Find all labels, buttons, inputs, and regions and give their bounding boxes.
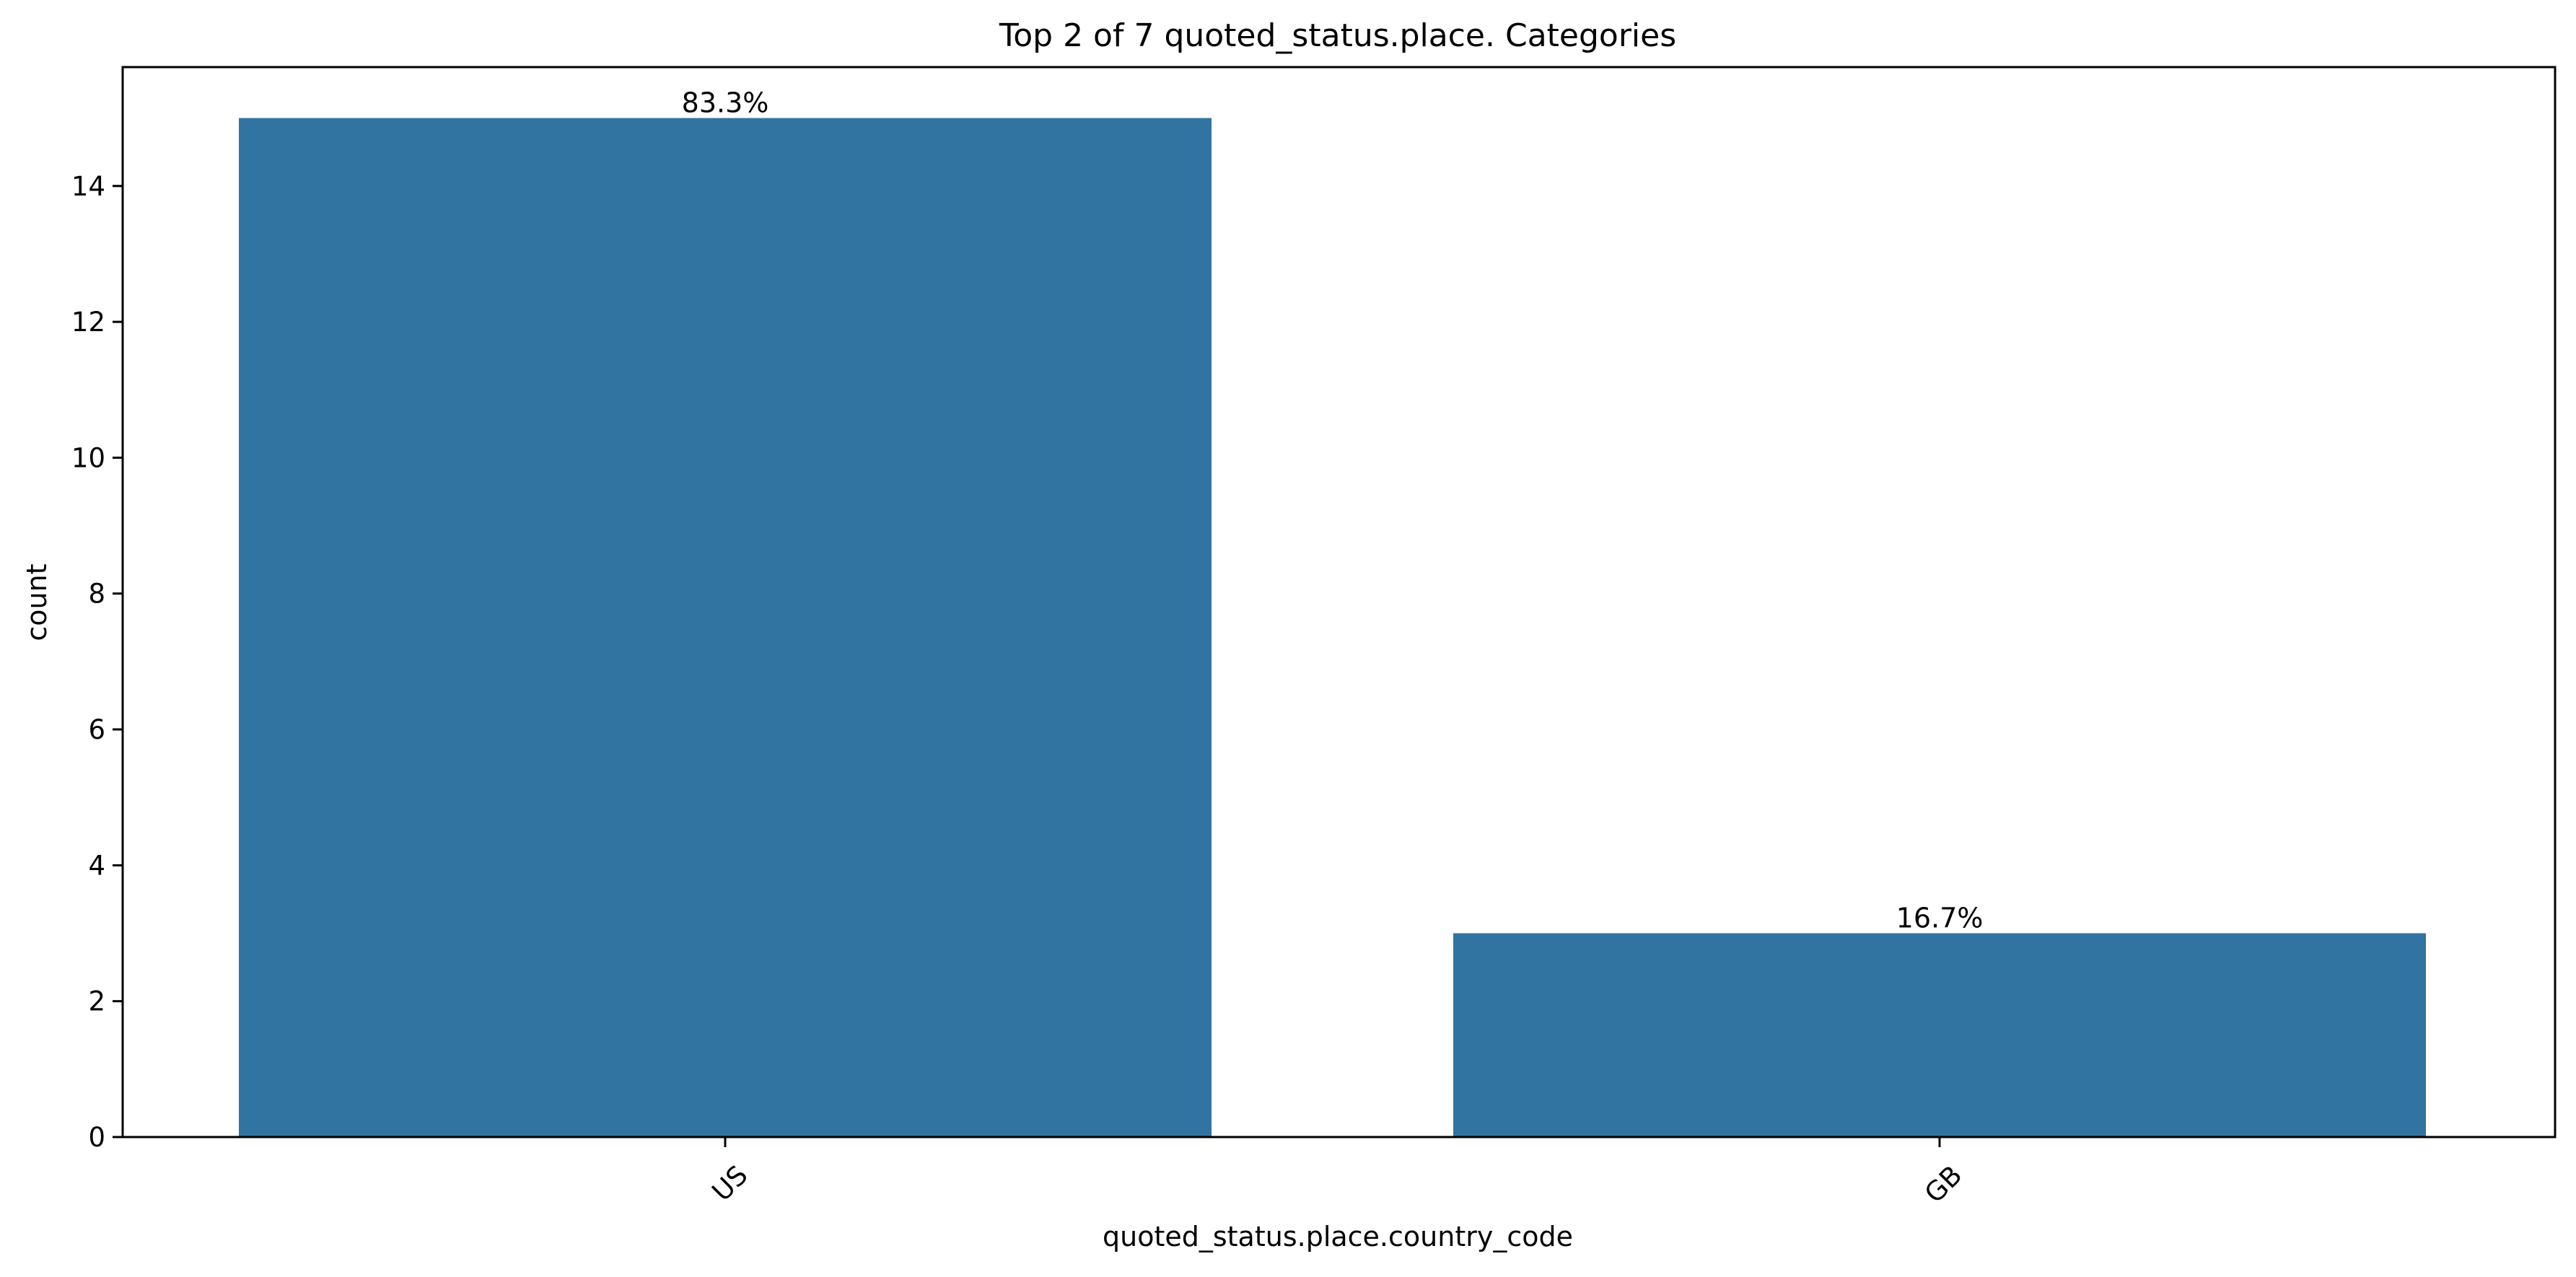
y-tick-label: 0 bbox=[88, 1122, 105, 1153]
y-axis-label: count bbox=[21, 563, 53, 641]
y-tick-label: 2 bbox=[88, 986, 105, 1017]
y-tick-label: 4 bbox=[88, 850, 105, 881]
plot-frame bbox=[121, 66, 2557, 1138]
y-tick-label: 6 bbox=[88, 714, 105, 745]
data-labels-group: 83.3% 16.7% bbox=[682, 87, 1984, 934]
bar-gb bbox=[1453, 933, 2426, 1137]
y-tick-label: 8 bbox=[88, 579, 105, 610]
y-axis: 0 2 4 6 8 10 12 14 bbox=[71, 171, 123, 1153]
x-axis-label: quoted_status.place.country_code bbox=[1103, 1221, 1573, 1252]
bar-us bbox=[239, 118, 1212, 1138]
y-tick-label: 14 bbox=[71, 171, 105, 202]
data-label-gb: 16.7% bbox=[1896, 903, 1984, 934]
y-tick-label: 10 bbox=[71, 442, 105, 473]
data-label-us: 83.3% bbox=[682, 87, 769, 119]
bars-group bbox=[239, 118, 2426, 1138]
y-tick-label: 12 bbox=[71, 307, 105, 338]
chart-title: Top 2 of 7 quoted_status.place. Categori… bbox=[999, 17, 1676, 54]
